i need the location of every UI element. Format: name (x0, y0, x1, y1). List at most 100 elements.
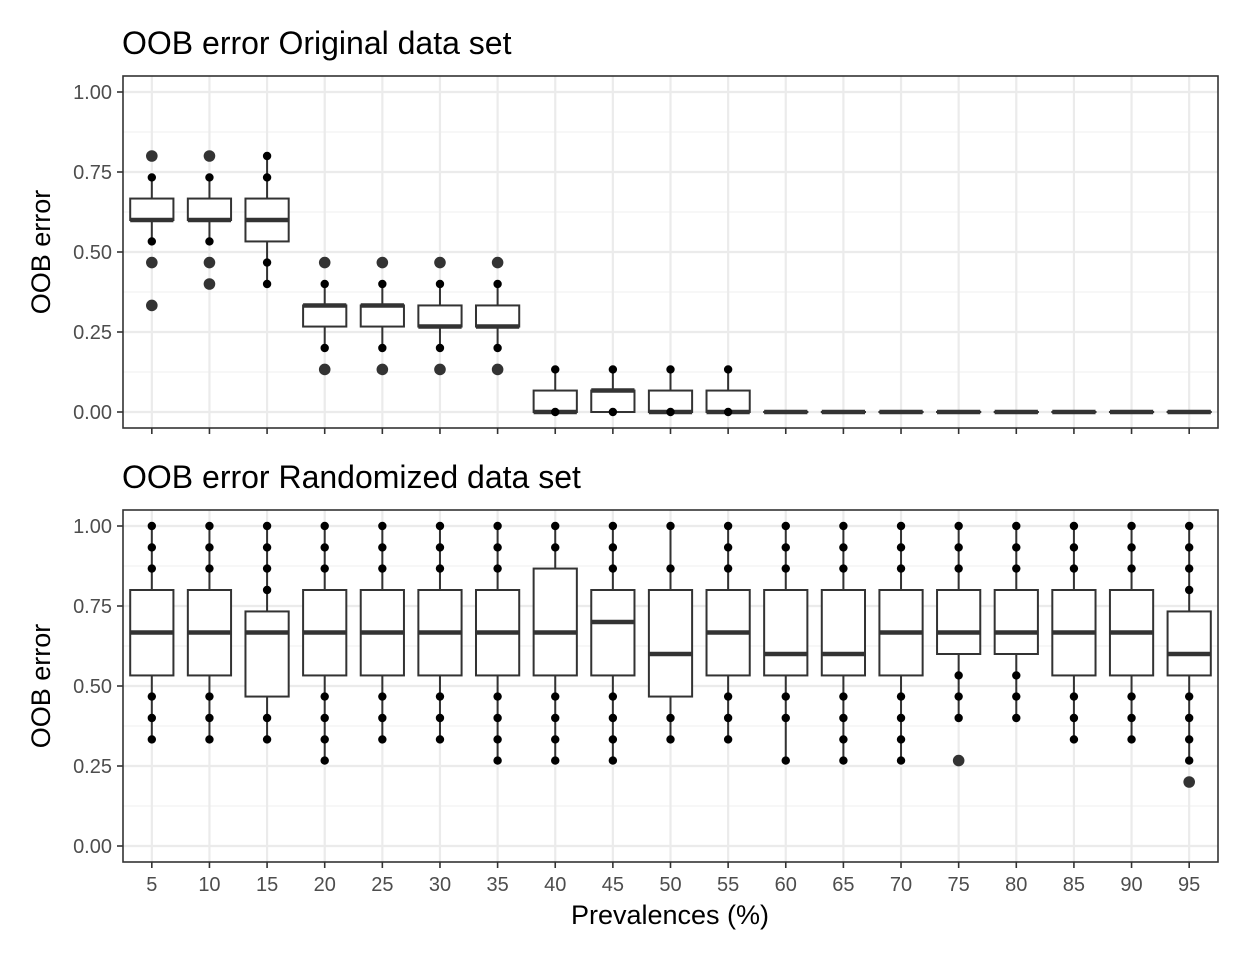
data-point (551, 521, 560, 531)
data-point (493, 279, 502, 289)
data-point (551, 692, 560, 701)
data-point (1184, 564, 1194, 573)
y-tick-label: 0.00 (73, 836, 112, 858)
box-85 (1051, 521, 1097, 744)
box-10 (186, 150, 233, 290)
data-point (262, 258, 272, 267)
data-point (435, 543, 445, 552)
data-point (1127, 521, 1136, 531)
outlier-point (1183, 776, 1195, 788)
data-point (378, 735, 387, 744)
data-point (723, 564, 733, 573)
box-iqr (820, 589, 867, 677)
x-tick-label: 20 (314, 874, 336, 896)
data-point (1127, 692, 1136, 701)
data-point (205, 692, 214, 701)
data-point (1012, 713, 1021, 723)
data-point (205, 564, 214, 573)
data-point (147, 543, 157, 552)
data-point (608, 756, 618, 765)
y-tick-label: 1.00 (73, 82, 112, 104)
data-point (608, 735, 618, 744)
data-point (435, 521, 445, 531)
data-point (608, 365, 618, 374)
data-point (320, 543, 329, 552)
data-point (1069, 543, 1079, 552)
data-point (954, 692, 963, 701)
outlier-point (318, 363, 331, 376)
data-point (320, 521, 329, 531)
data-point (954, 564, 963, 573)
data-point (1012, 692, 1021, 701)
data-point (205, 543, 214, 552)
x-tick-label: 35 (486, 874, 508, 896)
box-iqr (590, 589, 636, 677)
y-tick-label: 0.00 (73, 402, 112, 424)
x-tick-label: 80 (1005, 874, 1027, 896)
data-point (147, 713, 157, 723)
data-point (147, 564, 157, 573)
data-point (1184, 585, 1194, 595)
box-40 (532, 365, 578, 417)
data-point (666, 365, 675, 374)
data-point (1184, 543, 1194, 552)
box-iqr (936, 589, 982, 655)
data-point (723, 521, 733, 531)
outlier-point (376, 256, 389, 269)
data-point (839, 521, 848, 531)
data-point (839, 692, 848, 701)
data-point (435, 713, 445, 723)
data-point (378, 543, 387, 552)
box-iqr (359, 304, 405, 328)
data-point (896, 735, 906, 744)
data-point (954, 713, 963, 723)
data-point (262, 543, 272, 552)
data-point (493, 543, 502, 552)
box-50 (647, 521, 694, 744)
data-point (666, 521, 675, 531)
box-iqr (129, 197, 175, 221)
outlier-point (376, 363, 389, 376)
panel-title: OOB error Original data set (122, 25, 512, 61)
data-point (378, 692, 387, 701)
data-point (493, 735, 502, 744)
data-point (839, 713, 848, 723)
data-point (896, 756, 906, 765)
box-30 (417, 256, 463, 376)
x-tick-label: 85 (1063, 874, 1085, 896)
y-axis-label: OOB error (26, 624, 56, 749)
data-point (781, 564, 790, 573)
box-iqr (763, 589, 809, 677)
outlier-point (491, 363, 504, 376)
box-35 (474, 521, 521, 765)
box-60 (763, 521, 809, 765)
x-tick-label: 40 (544, 874, 566, 896)
data-point (896, 543, 906, 552)
data-point (781, 713, 790, 723)
data-point (551, 543, 560, 552)
box-20 (302, 521, 348, 765)
x-tick-label: 95 (1178, 874, 1200, 896)
panel-title: OOB error Randomized data set (122, 459, 581, 495)
box-65 (820, 521, 867, 765)
data-point (320, 564, 329, 573)
data-point (147, 735, 157, 744)
box-35 (474, 256, 521, 376)
y-tick-label: 1.00 (73, 516, 112, 538)
box-iqr (417, 304, 463, 328)
box-5 (129, 521, 175, 744)
box-55 (705, 365, 751, 417)
data-point (954, 521, 963, 531)
data-point (666, 564, 675, 573)
data-point (839, 756, 848, 765)
panel-border (122, 509, 1219, 863)
data-point (1127, 543, 1136, 552)
data-point (1012, 564, 1021, 573)
data-point (1069, 735, 1079, 744)
data-point (954, 671, 963, 680)
data-point (666, 713, 675, 723)
box-95 (1166, 521, 1212, 788)
outlier-point (491, 256, 504, 269)
x-tick-label: 15 (256, 874, 278, 896)
